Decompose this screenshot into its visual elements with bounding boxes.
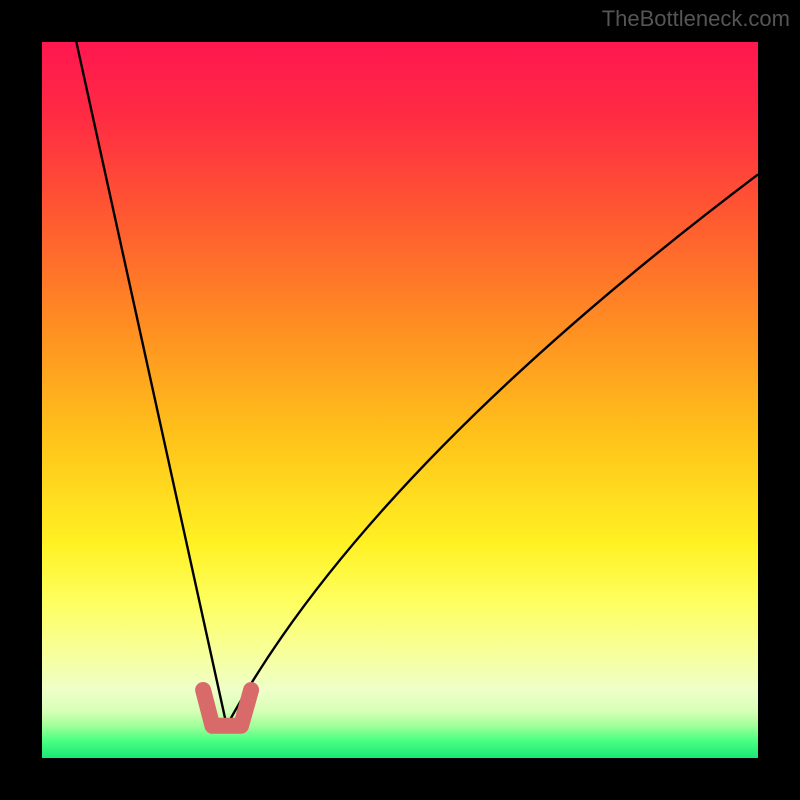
gradient-panel [42,42,758,758]
watermark-text: TheBottleneck.com [602,6,790,32]
chart-stage: TheBottleneck.com [0,0,800,800]
bottleneck-chart [0,0,800,800]
